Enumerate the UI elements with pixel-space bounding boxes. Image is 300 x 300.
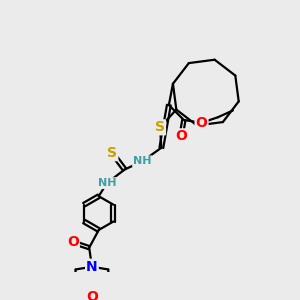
Text: S: S bbox=[155, 120, 165, 134]
Text: N: N bbox=[86, 260, 98, 274]
Text: O: O bbox=[175, 129, 187, 143]
Text: S: S bbox=[107, 146, 117, 160]
Text: O: O bbox=[196, 116, 208, 130]
Text: NH: NH bbox=[98, 178, 116, 188]
Text: O: O bbox=[67, 235, 79, 249]
Text: O: O bbox=[86, 290, 98, 300]
Text: NH: NH bbox=[133, 156, 152, 167]
